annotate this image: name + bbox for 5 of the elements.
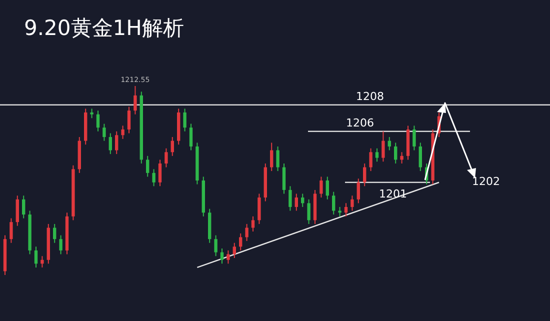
title: 9.20黄金1H解析 <box>24 16 184 40</box>
annotation: 1201 <box>379 187 407 200</box>
annotation: 1208 <box>356 90 384 103</box>
annotation: 1206 <box>346 116 374 130</box>
annotation: 1202 <box>472 175 500 188</box>
